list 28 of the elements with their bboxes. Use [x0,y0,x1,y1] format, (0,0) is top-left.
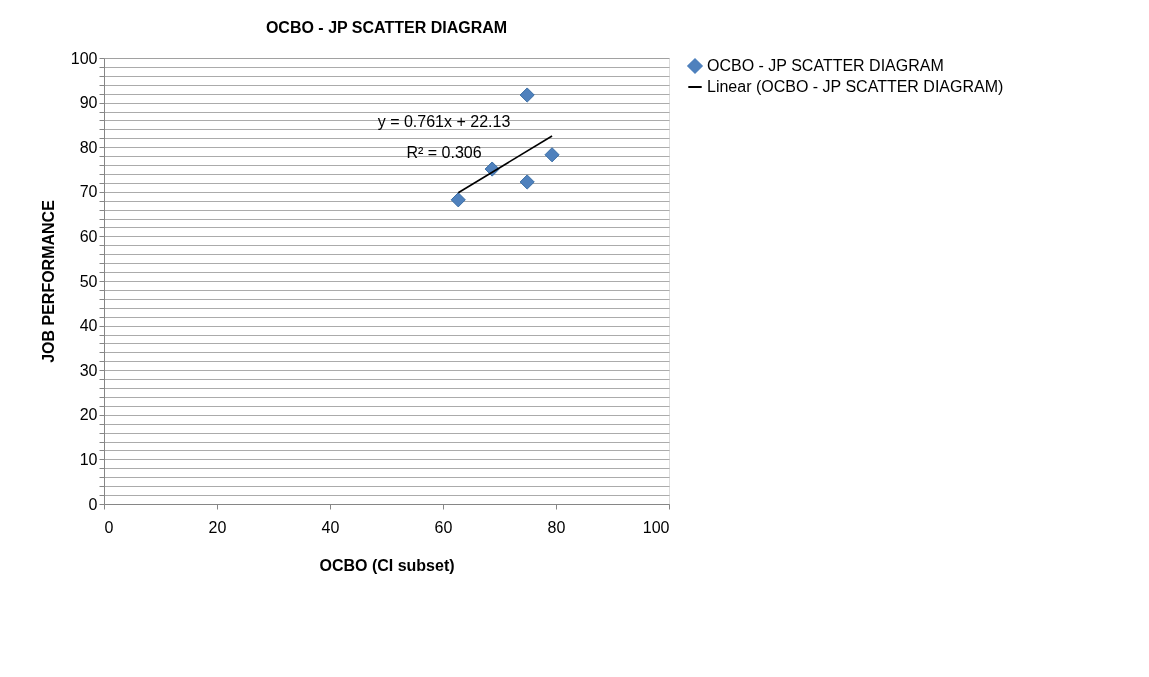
y-tick-label: 70 [79,183,98,201]
point [519,174,535,190]
x-tick-label: 80 [547,518,566,536]
y-axis-title: JOB PERFORMANCE [39,199,57,363]
y-tick-label: 0 [88,495,98,513]
point [544,147,560,163]
y-tick-label: 80 [79,138,98,156]
x-tick-label: 100 [642,518,670,536]
legend-label: Linear (OCBO - JP SCATTER DIAGRAM) [707,78,1004,95]
chart-title: OCBO - JP SCATTER DIAGRAM [265,19,508,36]
legend-label: OCBO - JP SCATTER DIAGRAM [707,57,944,74]
y-tick-label: 20 [79,406,98,424]
y-tick-label: 50 [79,272,98,290]
point [519,87,535,103]
annotation: y = 0.761x + 22.13 [377,113,511,130]
x-axis-title: OCBO (CI subset) [319,556,455,574]
y-tick-label: 10 [79,450,98,468]
y-tick-label: 40 [79,317,98,335]
point [450,192,466,208]
y-tick-label: 60 [79,227,98,245]
x-tick-label: 20 [208,518,227,536]
y-tick-label: 100 [70,49,98,67]
y-tick-label: 90 [79,94,98,112]
annotation: R² = 0.306 [406,144,482,161]
x-tick-label: 60 [434,518,453,536]
y-tick-label: 30 [79,361,98,379]
x-tick-label: 40 [321,518,340,536]
x-tick-label: 0 [104,518,114,536]
